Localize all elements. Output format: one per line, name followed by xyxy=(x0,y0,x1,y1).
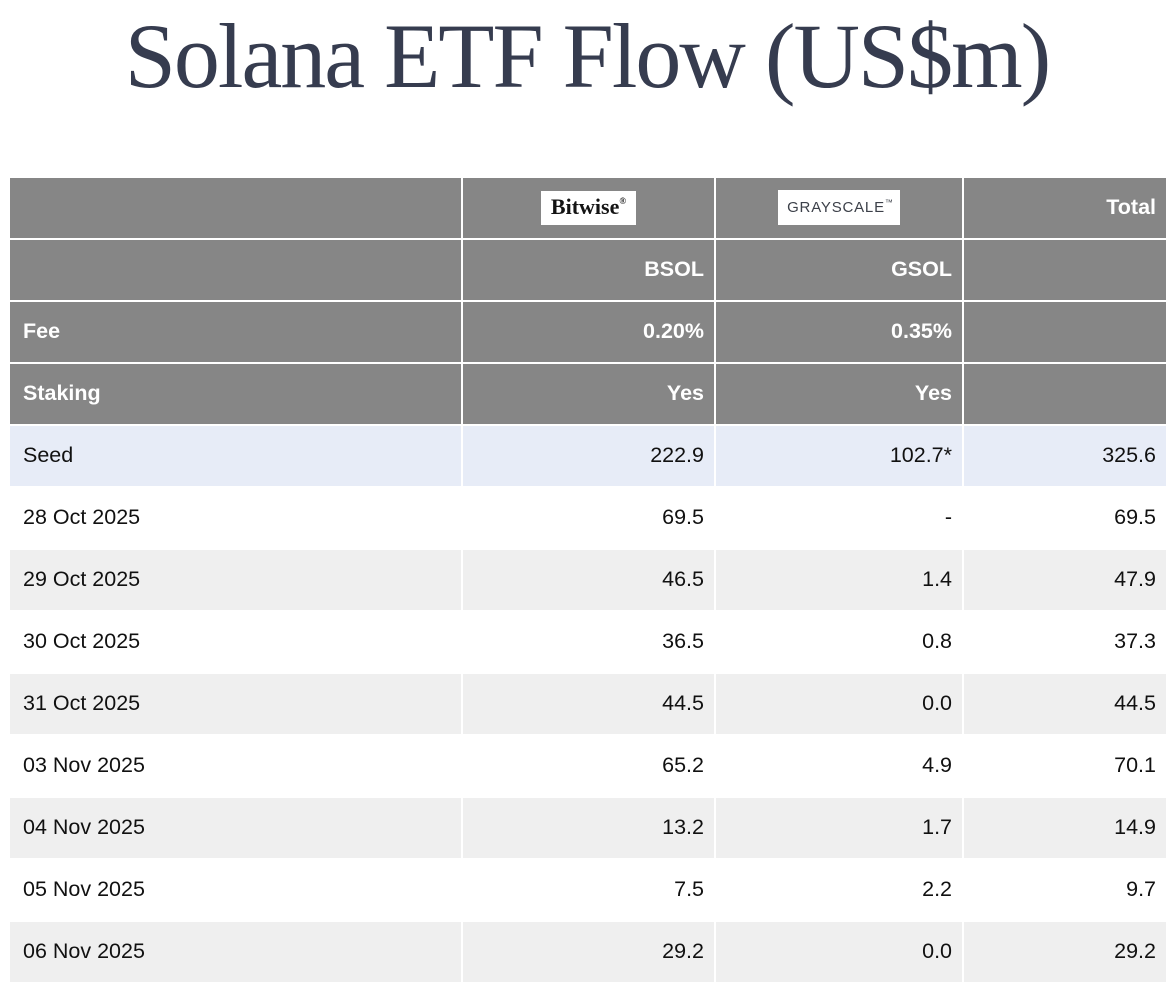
row-label: Fee xyxy=(8,299,463,364)
bsol-value: 44.5 xyxy=(461,671,716,736)
gsol-value: - xyxy=(714,485,964,550)
table-row: 04 Nov 2025 13.2 1.7 14.9 xyxy=(8,795,1168,860)
gsol-value: 1.7 xyxy=(714,795,964,860)
row-label: Seed xyxy=(8,423,463,488)
row-label: 06 Nov 2025 xyxy=(8,919,463,982)
bsol-value: 7.5 xyxy=(461,857,716,922)
gsol-value: 0.0 xyxy=(714,919,964,982)
row-label: 04 Nov 2025 xyxy=(8,795,463,860)
row-label: Staking xyxy=(8,361,463,426)
grayscale-logo-text: GRAYSCALE xyxy=(787,199,885,217)
row-label: 03 Nov 2025 xyxy=(8,733,463,798)
table-row: 30 Oct 2025 36.5 0.8 37.3 xyxy=(8,609,1168,674)
row-label: 30 Oct 2025 xyxy=(8,609,463,674)
empty-header-cell xyxy=(8,175,463,240)
table-row: 31 Oct 2025 44.5 0.0 44.5 xyxy=(8,671,1168,736)
row-label: 05 Nov 2025 xyxy=(8,857,463,922)
bsol-value: 0.20% xyxy=(461,299,716,364)
bitwise-logo-cell: Bitwise® xyxy=(461,175,716,240)
registered-mark: ® xyxy=(619,195,627,206)
table-row: 03 Nov 2025 65.2 4.9 70.1 xyxy=(8,733,1168,798)
table-row-seed: Seed 222.9 102.7* 325.6 xyxy=(8,423,1168,488)
gsol-value: 2.2 xyxy=(714,857,964,922)
total-value: 47.9 xyxy=(962,547,1168,612)
row-label: 29 Oct 2025 xyxy=(8,547,463,612)
table-row: 29 Oct 2025 46.5 1.4 47.9 xyxy=(8,547,1168,612)
total-value: 14.9 xyxy=(962,795,1168,860)
empty-header-cell xyxy=(8,237,463,302)
gsol-value: 0.0 xyxy=(714,671,964,736)
total-value xyxy=(962,299,1168,364)
total-value: 70.1 xyxy=(962,733,1168,798)
grayscale-logo: GRAYSCALE™ xyxy=(778,190,900,226)
bitwise-logo-text: Bitwise xyxy=(550,193,620,219)
table-row: 28 Oct 2025 69.5 - 69.5 xyxy=(8,485,1168,550)
etf-flow-table: Bitwise® GRAYSCALE™ Total BSOL GSOL Fee … xyxy=(8,175,1168,982)
total-value: 325.6 xyxy=(962,423,1168,488)
bsol-value: 46.5 xyxy=(461,547,716,612)
bsol-value: 29.2 xyxy=(461,919,716,982)
row-label: 31 Oct 2025 xyxy=(8,671,463,736)
total-value: 44.5 xyxy=(962,671,1168,736)
gsol-value: 102.7* xyxy=(714,423,964,488)
row-label: 28 Oct 2025 xyxy=(8,485,463,550)
gsol-value: 1.4 xyxy=(714,547,964,612)
total-value: 37.3 xyxy=(962,609,1168,674)
table-row: 06 Nov 2025 29.2 0.0 29.2 xyxy=(8,919,1168,982)
total-header-cell: Total xyxy=(962,175,1168,240)
staking-row: Staking Yes Yes xyxy=(8,361,1168,426)
table-row: 05 Nov 2025 7.5 2.2 9.7 xyxy=(8,857,1168,922)
bitwise-logo: Bitwise® xyxy=(540,190,637,225)
bsol-value: Yes xyxy=(461,361,716,426)
bsol-value: 69.5 xyxy=(461,485,716,550)
gsol-ticker-cell: GSOL xyxy=(714,237,964,302)
bsol-value: 222.9 xyxy=(461,423,716,488)
gsol-value: 0.35% xyxy=(714,299,964,364)
total-value: 29.2 xyxy=(962,919,1168,982)
gsol-value: 0.8 xyxy=(714,609,964,674)
bsol-value: 65.2 xyxy=(461,733,716,798)
empty-header-cell xyxy=(962,237,1168,302)
ticker-header-row: BSOL GSOL xyxy=(8,237,1168,302)
logo-header-row: Bitwise® GRAYSCALE™ Total xyxy=(8,175,1168,240)
trademark-mark: ™ xyxy=(884,198,893,208)
bsol-ticker-cell: BSOL xyxy=(461,237,716,302)
bsol-value: 13.2 xyxy=(461,795,716,860)
total-value xyxy=(962,361,1168,426)
total-value: 9.7 xyxy=(962,857,1168,922)
bsol-value: 36.5 xyxy=(461,609,716,674)
grayscale-logo-cell: GRAYSCALE™ xyxy=(714,175,964,240)
gsol-value: Yes xyxy=(714,361,964,426)
gsol-value: 4.9 xyxy=(714,733,964,798)
total-value: 69.5 xyxy=(962,485,1168,550)
fee-row: Fee 0.20% 0.35% xyxy=(8,299,1168,364)
page-title: Solana ETF Flow (US$m) xyxy=(124,5,1052,107)
